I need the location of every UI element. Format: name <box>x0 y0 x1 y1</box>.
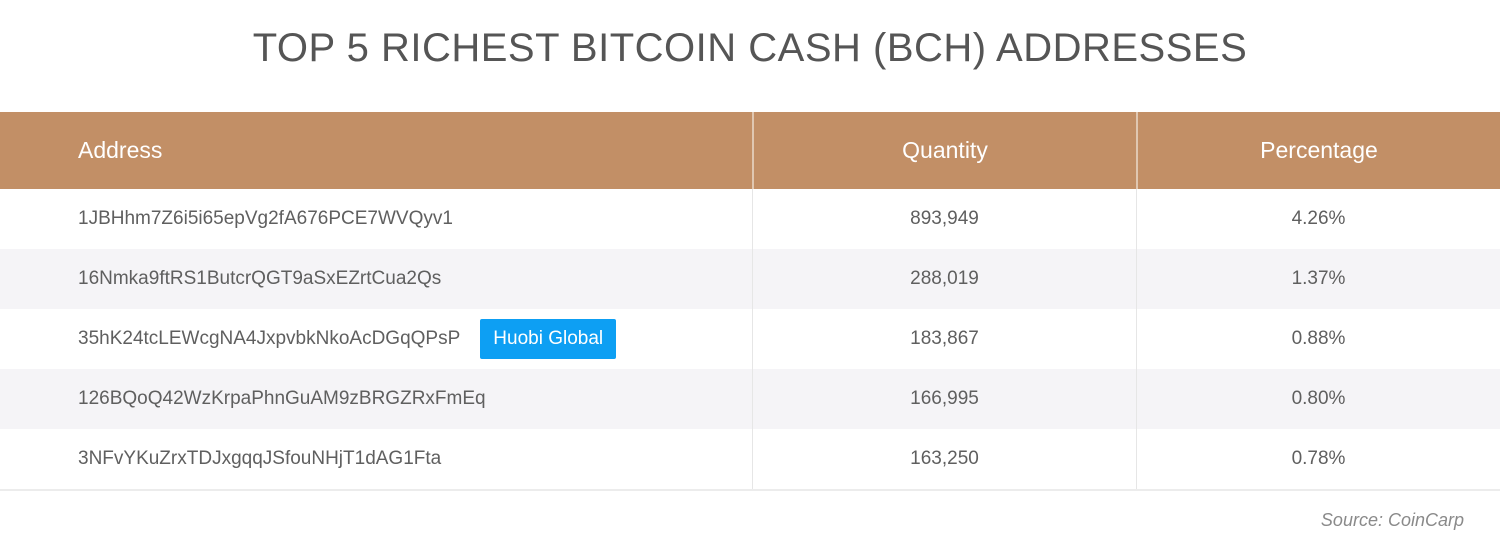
source-caption: Source: CoinCarp <box>1320 510 1464 530</box>
address-cell[interactable]: 126BQoQ42WzKrpaPhnGuAM9zBRGZRxFmEq <box>78 388 486 409</box>
page-title: TOP 5 RICHEST BITCOIN CASH (BCH) ADDRESS… <box>252 26 1248 70</box>
quantity-cell: 288,019 <box>910 268 979 289</box>
column-header-address: Address <box>78 137 163 163</box>
table-row: 126BQoQ42WzKrpaPhnGuAM9zBRGZRxFmEq 166,9… <box>0 369 1500 429</box>
quantity-cell: 163,250 <box>910 448 979 469</box>
percentage-cell: 0.88% <box>1291 328 1346 349</box>
table-row: 35hK24tcLEWcgNA4JxpvbkNkoAcDGqQPsP Huobi… <box>0 309 1500 369</box>
quantity-cell: 166,995 <box>910 388 979 409</box>
quantity-cell: 183,867 <box>910 328 979 349</box>
percentage-cell: 4.26% <box>1291 208 1346 229</box>
table-row: 16Nmka9ftRS1ButcrQGT9aSxEZrtCua2Qs 288,0… <box>0 249 1500 309</box>
address-cell[interactable]: 16Nmka9ftRS1ButcrQGT9aSxEZrtCua2Qs <box>78 268 442 289</box>
address-cell[interactable]: 3NFvYKuZrxTDJxgqqJSfouNHjT1dAG1Fta <box>78 448 442 469</box>
table-bottom-divider <box>0 489 1500 491</box>
rich-list-table: Address Quantity Percentage 1JBHhm7Z6i5i… <box>0 112 1500 491</box>
table-row: 1JBHhm7Z6i5i65epVg2fA676PCE7WVQyv1 893,9… <box>0 189 1500 249</box>
percentage-cell: 0.78% <box>1291 448 1346 469</box>
exchange-label-badge: Huobi Global <box>480 319 617 359</box>
table-header: Address Quantity Percentage <box>0 112 1500 189</box>
address-cell[interactable]: 1JBHhm7Z6i5i65epVg2fA676PCE7WVQyv1 <box>78 208 453 229</box>
percentage-cell: 1.37% <box>1291 268 1346 289</box>
column-header-percentage: Percentage <box>1136 112 1500 189</box>
column-header-quantity: Quantity <box>752 112 1136 189</box>
percentage-cell: 0.80% <box>1291 388 1346 409</box>
table-row: 3NFvYKuZrxTDJxgqqJSfouNHjT1dAG1Fta 163,2… <box>0 429 1500 489</box>
quantity-cell: 893,949 <box>910 208 979 229</box>
address-cell[interactable]: 35hK24tcLEWcgNA4JxpvbkNkoAcDGqQPsP <box>78 328 461 349</box>
